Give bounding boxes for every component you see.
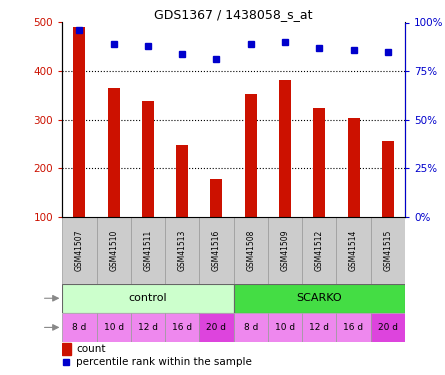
Text: GSM41515: GSM41515 [383, 230, 392, 271]
Text: 20 d: 20 d [206, 323, 227, 332]
Bar [234, 284, 405, 313]
Bar [73, 27, 85, 217]
Text: percentile rank within the sample: percentile rank within the sample [76, 357, 252, 368]
Text: 8 d: 8 d [243, 323, 258, 332]
Text: 8 d: 8 d [72, 323, 87, 332]
Text: GSM41509: GSM41509 [280, 230, 290, 271]
Bar [371, 313, 405, 342]
Title: GDS1367 / 1438058_s_at: GDS1367 / 1438058_s_at [154, 8, 313, 21]
Bar [62, 313, 97, 342]
Text: 10 d: 10 d [104, 323, 124, 332]
Bar [245, 94, 257, 217]
Bar [131, 217, 165, 284]
Bar [62, 343, 71, 355]
Text: GSM41507: GSM41507 [75, 230, 84, 271]
Text: 12 d: 12 d [309, 323, 329, 332]
Bar [268, 217, 302, 284]
Bar [142, 101, 154, 217]
Bar [279, 80, 291, 217]
Bar [336, 313, 371, 342]
Bar [97, 217, 131, 284]
Text: GSM41510: GSM41510 [109, 230, 118, 271]
Bar [234, 217, 268, 284]
Bar [268, 313, 302, 342]
Bar [348, 118, 360, 217]
Text: GSM41514: GSM41514 [349, 230, 358, 271]
Bar [210, 179, 222, 217]
Text: 20 d: 20 d [378, 323, 398, 332]
Bar [62, 217, 97, 284]
Bar [62, 284, 234, 313]
Text: 12 d: 12 d [138, 323, 158, 332]
Text: GSM41516: GSM41516 [212, 230, 221, 271]
Text: GSM41513: GSM41513 [178, 230, 187, 271]
Text: GSM41511: GSM41511 [143, 230, 153, 271]
Text: GSM41508: GSM41508 [246, 230, 255, 271]
Text: 16 d: 16 d [344, 323, 364, 332]
Bar [302, 217, 336, 284]
Text: control: control [129, 293, 167, 303]
Bar [97, 313, 131, 342]
Bar [108, 88, 120, 217]
Bar [382, 141, 394, 217]
Bar [313, 108, 325, 217]
Bar [165, 313, 199, 342]
Bar [199, 217, 234, 284]
Bar [336, 217, 371, 284]
Text: 16 d: 16 d [172, 323, 192, 332]
Text: count: count [76, 344, 105, 354]
Bar [176, 146, 188, 217]
Bar [371, 217, 405, 284]
Text: GSM41512: GSM41512 [315, 230, 324, 271]
Bar [234, 313, 268, 342]
Bar [165, 217, 199, 284]
Text: 10 d: 10 d [275, 323, 295, 332]
Bar [199, 313, 234, 342]
Bar [302, 313, 336, 342]
Text: SCARKO: SCARKO [296, 293, 342, 303]
Bar [131, 313, 165, 342]
